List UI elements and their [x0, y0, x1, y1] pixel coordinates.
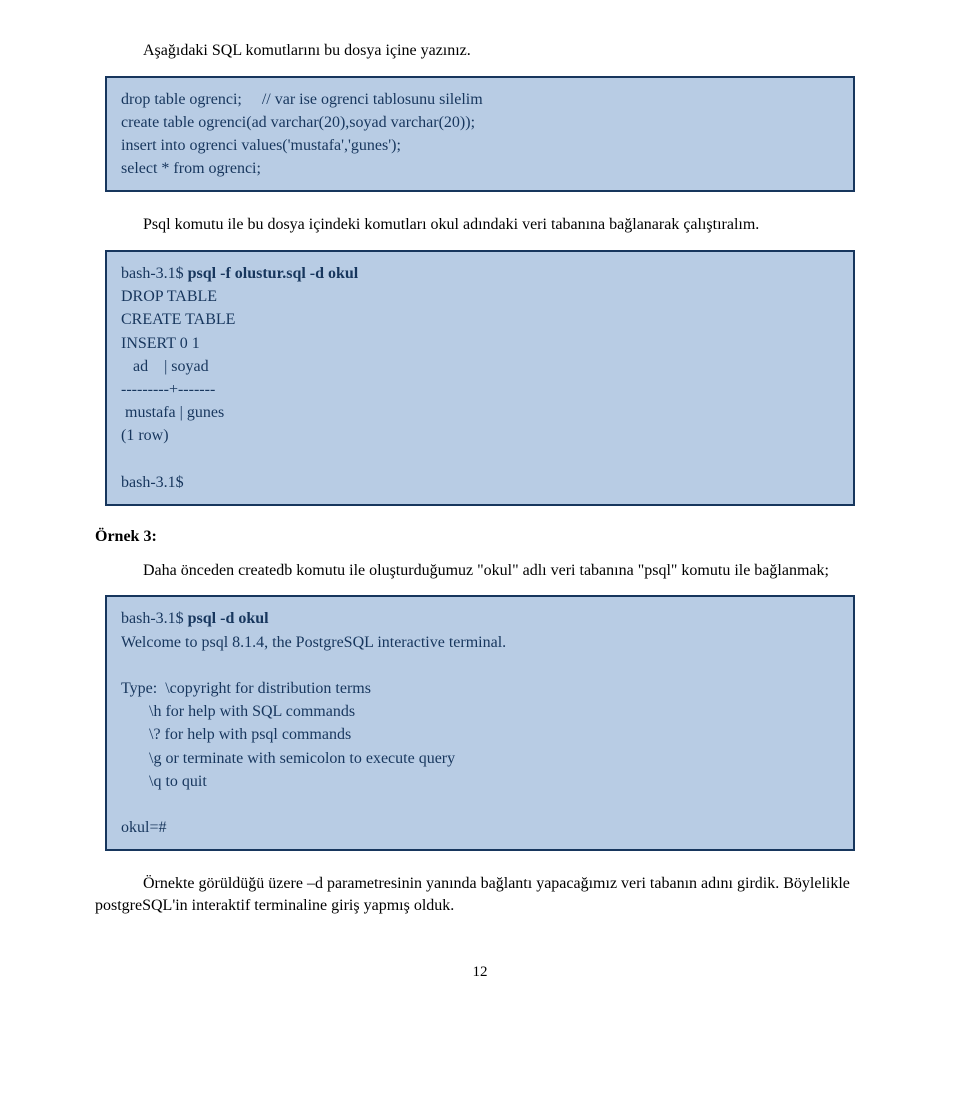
intro-paragraph: Aşağıdaki SQL komutlarını bu dosya içine…: [95, 40, 865, 62]
paragraph-ornek3: Daha önceden createdb komutu ile oluştur…: [95, 560, 865, 582]
paragraph-conclusion: Örnekte görüldüğü üzere –d parametresini…: [95, 873, 865, 916]
code-box-sql: drop table ogrenci; // var ise ogrenci t…: [105, 76, 855, 193]
code-box-psql-connect: bash-3.1$ psql -d okul Welcome to psql 8…: [105, 595, 855, 851]
heading-ornek-3: Örnek 3:: [95, 528, 865, 546]
code-box-psql-output: bash-3.1$ psql -f olustur.sql -d okul DR…: [105, 250, 855, 506]
page-container: Aşağıdaki SQL komutlarını bu dosya içine…: [0, 0, 960, 1021]
paragraph-psql-run: Psql komutu ile bu dosya içindeki komutl…: [95, 214, 865, 236]
bash-prompt: bash-3.1$: [121, 265, 188, 282]
bash-prompt-2: bash-3.1$: [121, 610, 188, 627]
psql-command-bold: psql -f olustur.sql -d okul: [188, 265, 359, 282]
psql-welcome-body: Welcome to psql 8.1.4, the PostgreSQL in…: [121, 634, 506, 837]
psql-connect-bold: psql -d okul: [188, 610, 269, 627]
page-number: 12: [95, 964, 865, 981]
psql-output-body: DROP TABLE CREATE TABLE INSERT 0 1 ad | …: [121, 288, 235, 491]
